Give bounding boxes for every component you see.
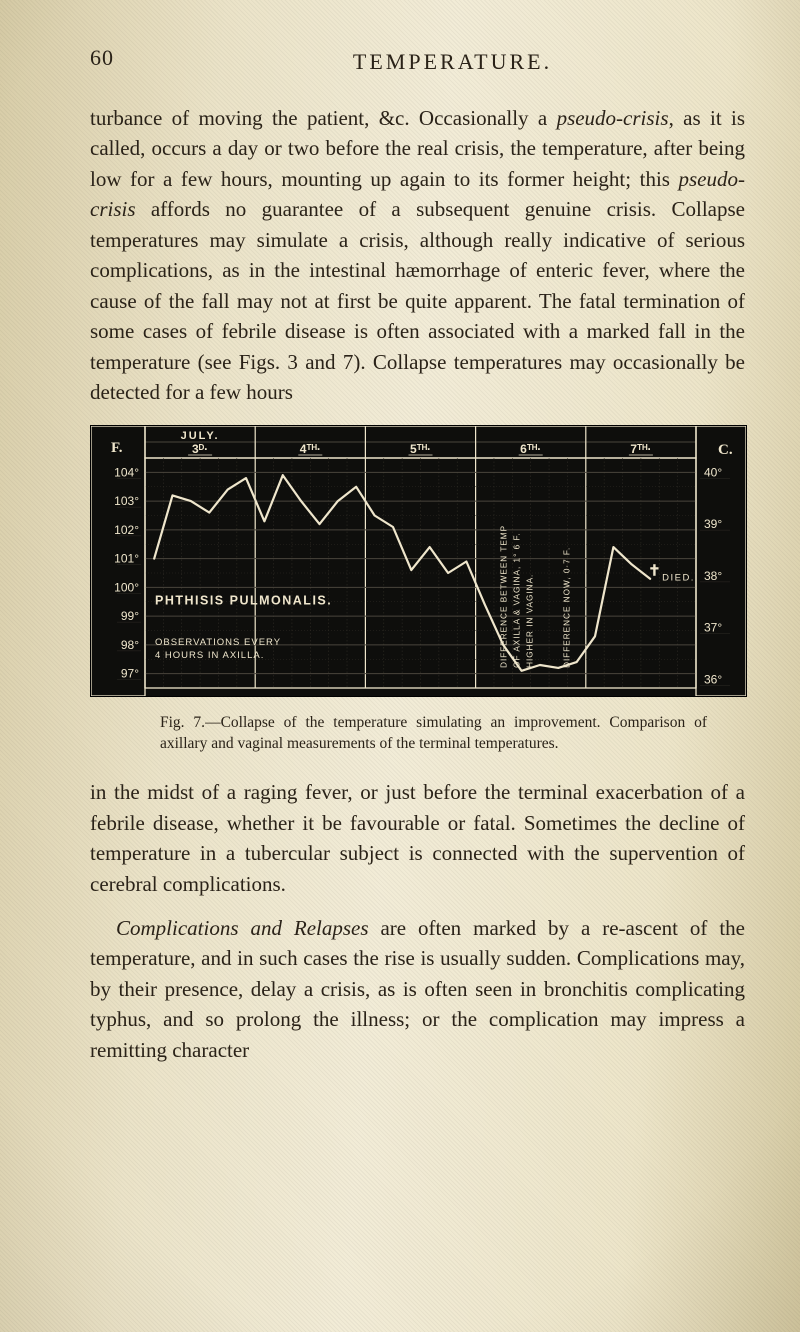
svg-text:38°: 38°	[704, 569, 722, 583]
svg-text:4 HOURS IN AXILLA.: 4 HOURS IN AXILLA.	[155, 650, 264, 661]
svg-text:97°: 97°	[121, 667, 139, 681]
svg-text:4ᵀᴴ·: 4ᵀᴴ·	[300, 442, 321, 456]
svg-text:6ᵀᴴ·: 6ᵀᴴ·	[520, 442, 541, 456]
svg-text:JULY.: JULY.	[181, 430, 220, 442]
caption-label: Fig. 7.	[160, 714, 205, 731]
svg-text:102°: 102°	[114, 523, 139, 537]
svg-text:40°: 40°	[704, 466, 722, 480]
running-head: TEMPERATURE.	[160, 49, 745, 75]
chart-svg: JULY.3ᴰ· 4ᵀᴴ· 5ᵀᴴ· 6ᵀᴴ· 7ᵀᴴ· F. 104° 103° 102° 10…	[91, 426, 746, 696]
svg-text:100°: 100°	[114, 581, 139, 595]
svg-text:39°: 39°	[704, 518, 722, 532]
svg-text:DIFFERENCE BETWEEN TEMP: DIFFERENCE BETWEEN TEMP	[499, 525, 508, 668]
paragraph-2: in the midst of a raging fever, or just …	[90, 777, 745, 899]
svg-text:✝: ✝	[648, 564, 661, 580]
page: 60 TEMPERATURE. turbance of moving the p…	[90, 45, 745, 1282]
svg-text:103°: 103°	[114, 495, 139, 509]
paragraph-3: Complications and Relapses are often mar…	[90, 913, 745, 1065]
temperature-chart: JULY.3ᴰ· 4ᵀᴴ· 5ᵀᴴ· 6ᵀᴴ· 7ᵀᴴ· F. 104° 103° 102° 10…	[90, 425, 747, 697]
svg-text:98°: 98°	[121, 638, 139, 652]
svg-text:HIGHER IN VAGINA.: HIGHER IN VAGINA.	[525, 574, 534, 668]
svg-text:104°: 104°	[114, 466, 139, 480]
caption-text: —Collapse of the temperature simulating …	[160, 714, 707, 752]
paragraph-1: turbance of moving the patient, &c. Occa…	[90, 103, 745, 407]
svg-text:101°: 101°	[114, 552, 139, 566]
svg-text:3ᴰ·: 3ᴰ·	[192, 442, 208, 456]
svg-text:PHTHISIS PULMONALIS.: PHTHISIS PULMONALIS.	[155, 594, 332, 608]
svg-text:DIFFERENCE NOW, 0·7 F.: DIFFERENCE NOW, 0·7 F.	[562, 547, 571, 668]
svg-text:DIED.: DIED.	[662, 573, 695, 584]
svg-text:5ᵀᴴ·: 5ᵀᴴ·	[410, 442, 431, 456]
svg-text:37°: 37°	[704, 621, 722, 635]
svg-text:7ᵀᴴ·: 7ᵀᴴ·	[630, 442, 651, 456]
figure-caption: Fig. 7.—Collapse of the temperature simu…	[90, 707, 745, 759]
svg-text:OF AXILLA & VAGINA, 1° 6 F.: OF AXILLA & VAGINA, 1° 6 F.	[512, 533, 521, 669]
svg-text:F.: F.	[111, 440, 123, 456]
svg-text:36°: 36°	[704, 673, 722, 687]
svg-text:OBSERVATIONS EVERY: OBSERVATIONS EVERY	[155, 637, 281, 648]
svg-text:99°: 99°	[121, 610, 139, 624]
svg-text:C.: C.	[718, 442, 733, 458]
